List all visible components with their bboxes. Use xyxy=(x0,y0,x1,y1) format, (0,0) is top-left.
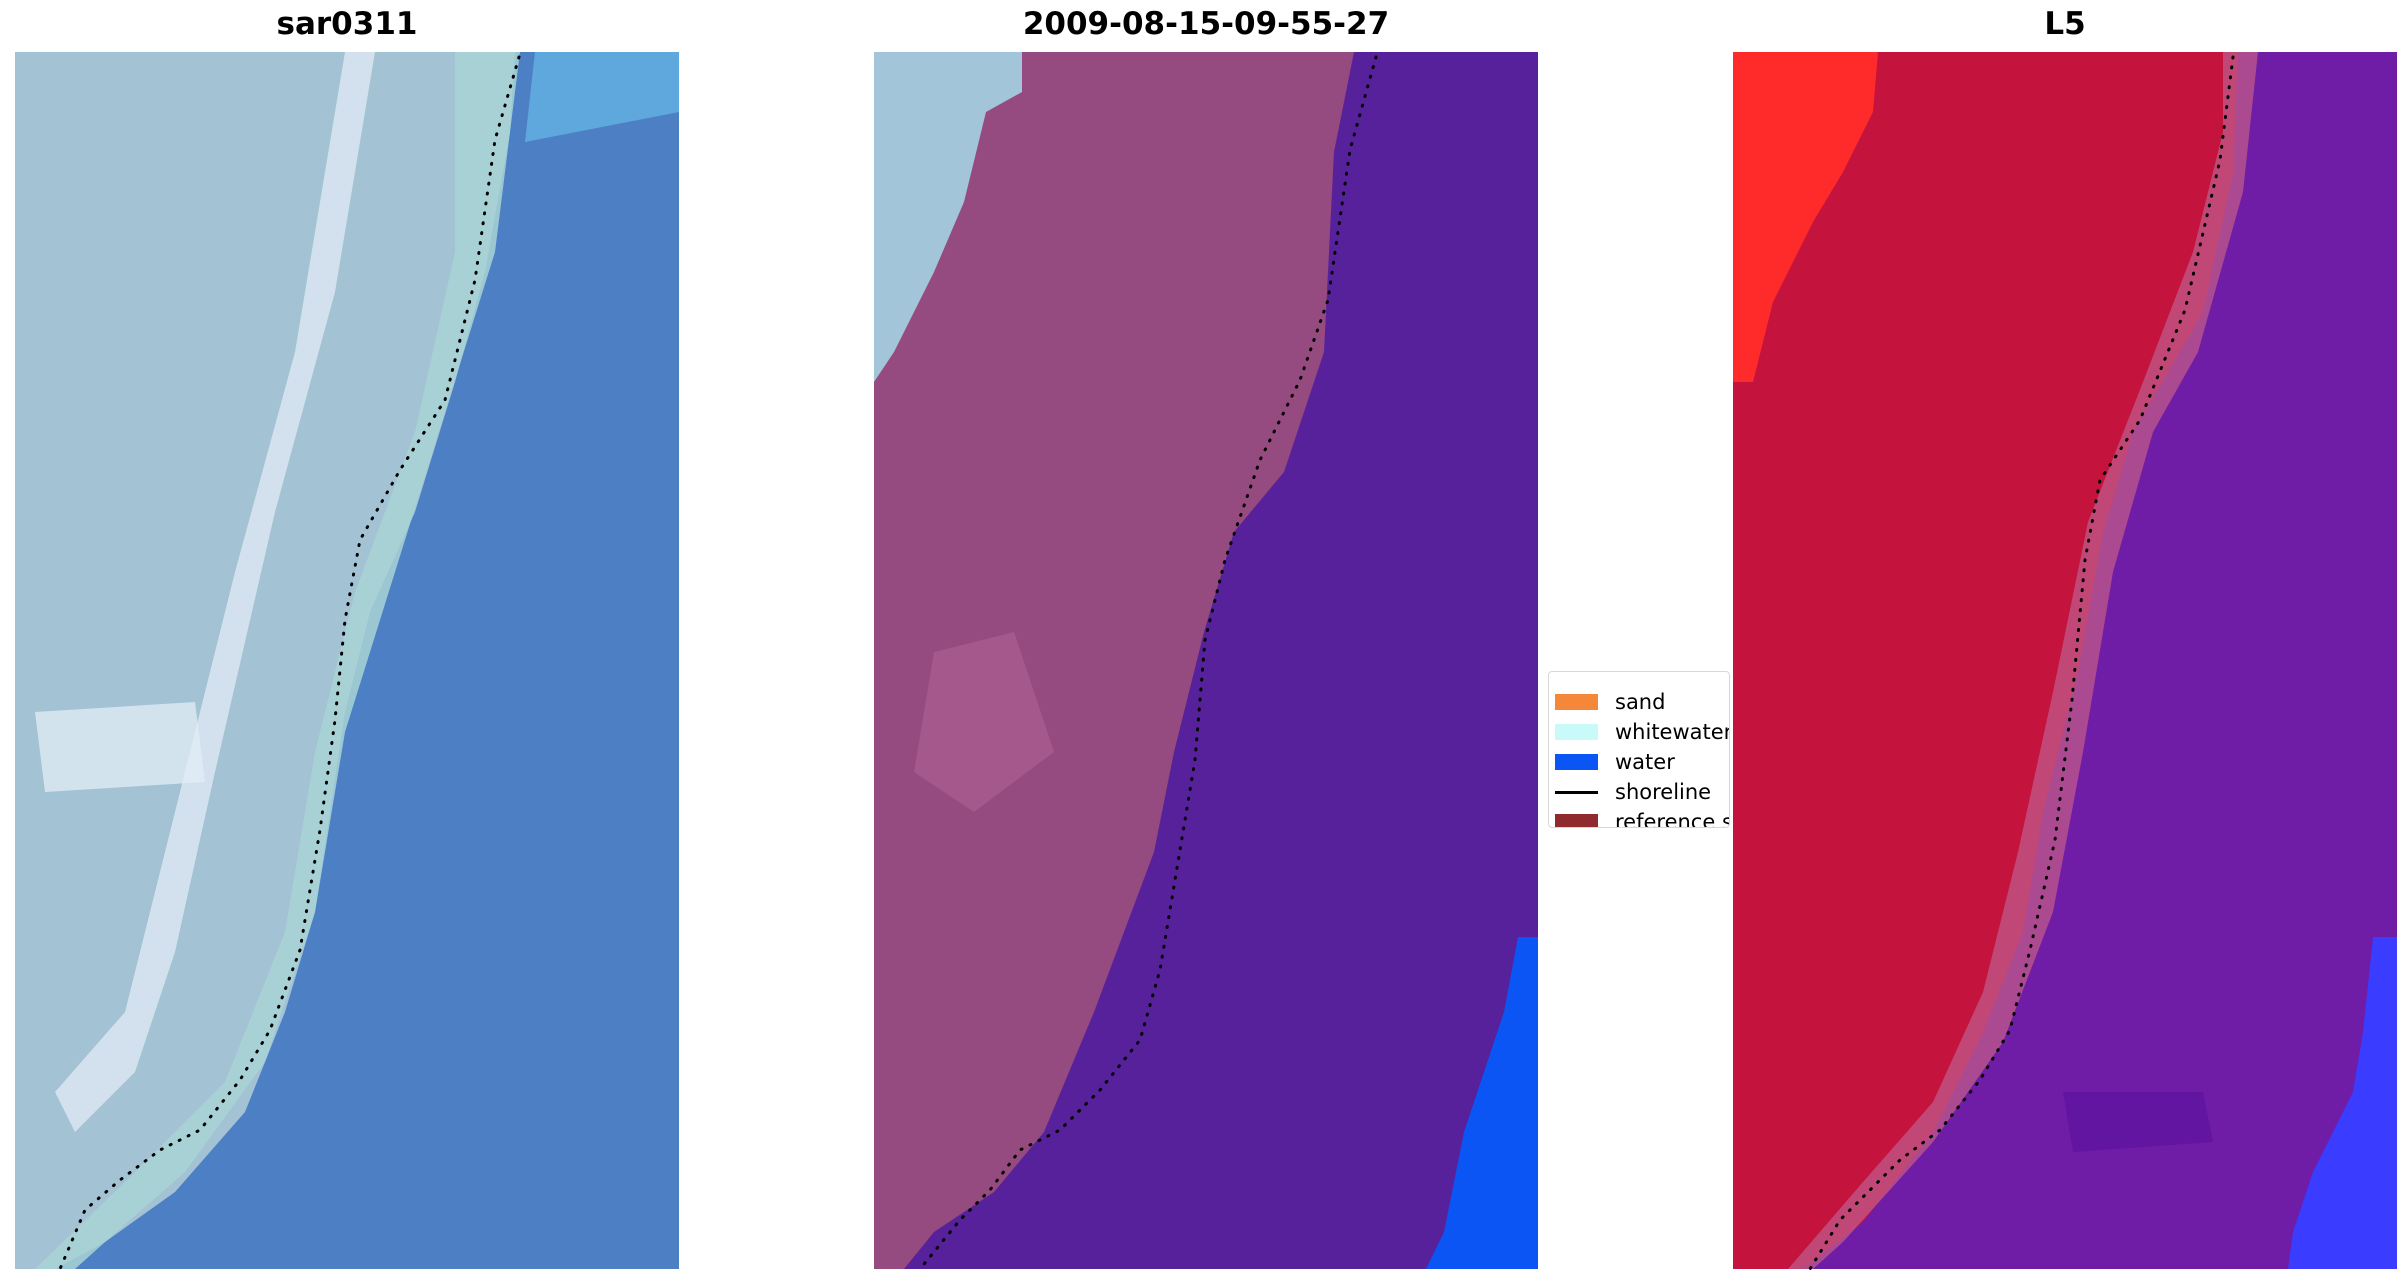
classified-water-blue-area xyxy=(1426,937,1538,1269)
classified-image-svg xyxy=(874,52,1538,1269)
legend-swatch-sand xyxy=(1555,694,1598,710)
panel-title-index: L5 xyxy=(2044,6,2086,42)
legend: sand whitewater water shoreline referenc… xyxy=(1548,671,1730,828)
legend-swatch-whitewater xyxy=(1555,724,1598,740)
legend-label-shoreline: shoreline xyxy=(1615,780,1712,804)
rgb-bright-patch xyxy=(35,702,205,792)
index-blue-area xyxy=(2288,937,2397,1269)
panel-title-rgb: sar0311 xyxy=(276,6,418,42)
legend-swatch-water xyxy=(1555,754,1598,770)
legend-swatch-reference xyxy=(1555,814,1598,827)
panel-title-classified: 2009-08-15-09-55-27 xyxy=(1022,6,1390,42)
rgb-image-svg xyxy=(15,52,679,1269)
rgb-offshore-light xyxy=(525,52,679,142)
panel-index-image xyxy=(1733,52,2397,1269)
legend-label-whitewater: whitewater xyxy=(1615,720,1730,744)
legend-label-water: water xyxy=(1615,750,1675,774)
index-dark-purple-patch xyxy=(2063,1092,2213,1152)
panel-classified-image xyxy=(874,52,1538,1269)
legend-line-shoreline xyxy=(1555,791,1598,794)
legend-label-reference: reference s xyxy=(1615,810,1730,828)
index-image-svg xyxy=(1733,52,2397,1269)
panel-rgb-image xyxy=(15,52,679,1269)
legend-label-sand: sand xyxy=(1615,690,1666,714)
